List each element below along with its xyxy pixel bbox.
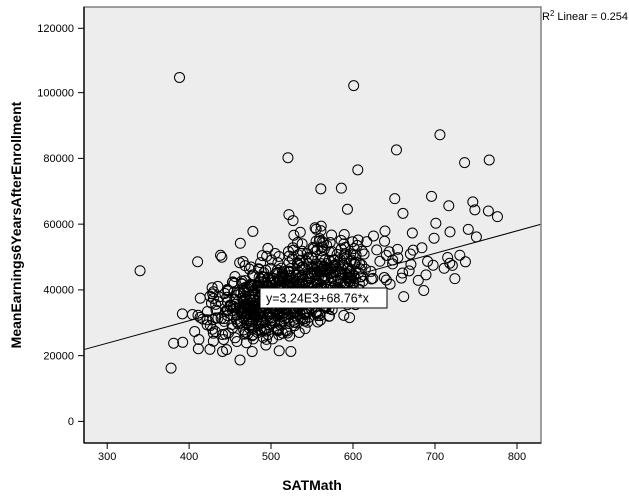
svg-text:60000: 60000: [43, 219, 74, 231]
svg-text:100000: 100000: [37, 88, 74, 100]
svg-text:300: 300: [98, 451, 116, 463]
svg-text:SATMath: SATMath: [282, 477, 342, 493]
svg-text:0: 0: [68, 416, 74, 428]
svg-text:600: 600: [344, 451, 362, 463]
svg-text:700: 700: [426, 451, 444, 463]
svg-text:y=3.24E3+68.76*x: y=3.24E3+68.76*x: [266, 292, 370, 306]
svg-text:120000: 120000: [37, 23, 74, 35]
svg-text:20000: 20000: [43, 351, 74, 363]
svg-text:R2 Linear = 0.254: R2 Linear = 0.254: [542, 9, 628, 24]
svg-text:500: 500: [262, 451, 280, 463]
svg-text:40000: 40000: [43, 285, 74, 297]
svg-text:800: 800: [508, 451, 526, 463]
svg-text:400: 400: [180, 451, 198, 463]
svg-text:80000: 80000: [43, 153, 74, 165]
